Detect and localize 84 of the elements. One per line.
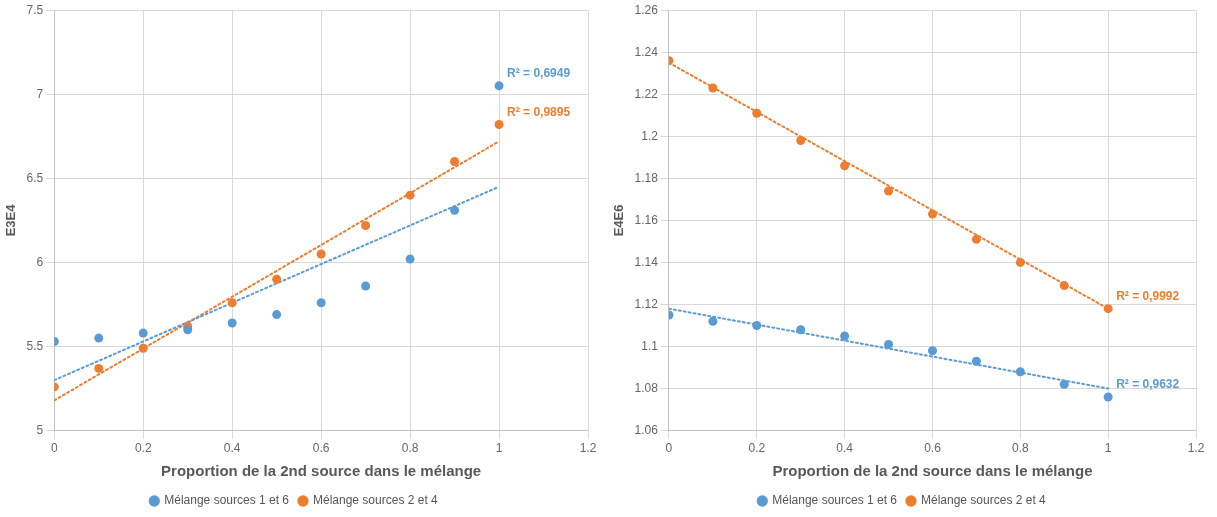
x-tick-label: 1 [495,441,503,456]
point [450,157,460,167]
y-tick-label: 7.5 [26,2,44,17]
x-axis-title: Proportion de la 2nd source dans le mélange [772,462,1093,480]
annotation: R² = 0,9992 [1116,289,1180,303]
x-tick-label: 1.2 [1187,441,1205,456]
point [796,136,806,146]
point [272,274,282,284]
legend-label: Mélange sources 2 et 4 [313,493,439,508]
legend-label: Mélange sources 1 et 6 [164,493,290,508]
line-series [668,307,1110,390]
point [840,161,850,171]
line-series [54,140,501,402]
x-tick-label: 0.2 [134,441,152,456]
point [1015,367,1025,377]
point [316,249,326,259]
annotation: R² = 0,6949 [507,66,571,81]
y-tick-label: 1.06 [634,422,659,437]
point [1103,392,1113,402]
point [138,343,148,353]
point [316,298,326,308]
x-tick-label: 0.6 [312,441,330,456]
point [796,325,806,335]
x-tick-label: 0.8 [1011,441,1029,456]
y-tick-label: 6.5 [26,170,44,185]
y-tick-label: 1.16 [634,212,659,227]
x-tick-label: 0 [665,441,673,456]
point [1059,379,1069,389]
annotation: R² = 0,9632 [1116,377,1180,392]
point [708,83,718,93]
x-tick-label: 0.6 [924,441,942,456]
point [1103,304,1113,314]
point [1015,257,1025,267]
y-tick-label: 1.26 [634,2,659,17]
x-tick-label: 0.4 [223,441,241,456]
y-tick-label: 1.12 [634,296,659,311]
point [494,120,504,130]
y-tick-label: 1.1 [641,338,659,353]
point [405,254,415,264]
point [405,190,415,200]
point [840,331,850,341]
point [1059,281,1069,291]
point [183,325,193,335]
point [971,356,981,366]
x-tick-label: 1.2 [579,441,597,456]
y-axis-title: E3E4 [3,203,19,237]
point [971,234,981,244]
y-tick-label: 1.08 [634,380,659,395]
y-tick-label: 1.14 [634,254,659,269]
y-tick-label: 5.5 [26,338,44,353]
point [708,316,718,326]
point [227,298,237,308]
x-tick-label: 0.8 [401,441,419,456]
x-tick-label: 1 [1104,441,1112,456]
y-tick-label: 6 [36,254,44,269]
point [884,186,894,196]
point [927,209,937,219]
y-tick-label: 1.24 [634,44,659,59]
x-tick-label: 0.2 [748,441,766,456]
annotation: R² = 0,9895 [507,104,571,119]
point [361,281,371,291]
point [227,318,237,328]
point [138,328,148,338]
point [94,363,104,373]
y-axis-title: E4E6 [611,204,627,237]
point [272,310,282,320]
y-tick-label: 1.22 [634,86,659,101]
point [752,108,762,118]
legend-label: Mélange sources 1 et 6 [772,493,898,508]
x-tick-label: 0 [50,441,58,456]
point [361,220,371,230]
point [927,346,937,356]
x-axis-title: Proportion de la 2nd source dans le mélange [161,462,482,480]
y-tick-label: 1.2 [641,128,659,143]
y-tick-label: 7 [36,86,44,101]
point [494,81,504,91]
point [752,321,762,330]
point [450,205,460,215]
legend-label: Mélange sources 2 et 4 [921,493,1047,508]
point [884,339,894,349]
point [94,333,104,343]
y-tick-label: 1.18 [634,170,659,185]
y-tick-label: 5 [36,422,44,437]
x-tick-label: 0.4 [836,441,854,456]
